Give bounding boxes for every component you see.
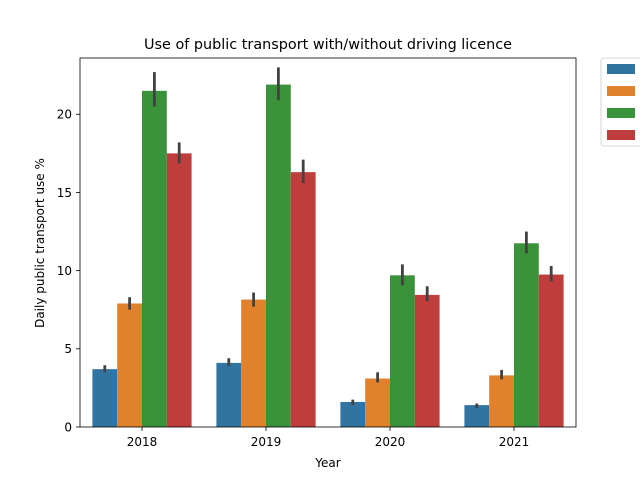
bar	[117, 303, 142, 427]
bars-layer	[92, 84, 564, 427]
bar	[414, 294, 440, 427]
legend-swatch	[607, 108, 635, 118]
ticks-layer: 0 5 10 15 20 2018 2019 2020 2021	[57, 108, 530, 449]
y-tick-label: 15	[57, 186, 72, 200]
legend-swatch	[607, 64, 635, 74]
bar	[464, 405, 490, 427]
y-tick-label: 10	[57, 264, 72, 278]
legend	[600, 57, 640, 147]
legend-swatch	[607, 86, 635, 96]
bar	[390, 275, 415, 427]
x-tick-label: 2018	[127, 435, 158, 449]
chart-title: Use of public transport with/without dri…	[144, 37, 512, 53]
x-tick-label: 2019	[251, 435, 282, 449]
x-tick-label: 2020	[375, 435, 406, 449]
axes-layer	[79, 57, 577, 428]
y-tick-label: 20	[57, 108, 72, 122]
bar	[216, 362, 242, 427]
bar	[514, 243, 539, 427]
bar	[266, 84, 291, 427]
bar	[290, 172, 316, 427]
y-tick-label: 5	[64, 342, 72, 356]
bar	[241, 299, 266, 427]
bar	[340, 401, 366, 427]
legend-frame	[600, 57, 640, 147]
legend-swatch	[607, 130, 635, 140]
y-axis-label: Daily public transport use %	[33, 158, 47, 328]
bar	[365, 378, 390, 427]
plot-frame	[79, 57, 577, 428]
y-tick-label: 0	[64, 420, 72, 434]
error-bars-layer	[103, 67, 553, 409]
bar	[166, 153, 192, 427]
bar	[142, 90, 167, 427]
bar	[489, 375, 514, 427]
x-tick-label: 2021	[499, 435, 530, 449]
x-axis-label: Year	[314, 456, 340, 470]
bar	[92, 369, 118, 427]
bar	[538, 274, 564, 427]
